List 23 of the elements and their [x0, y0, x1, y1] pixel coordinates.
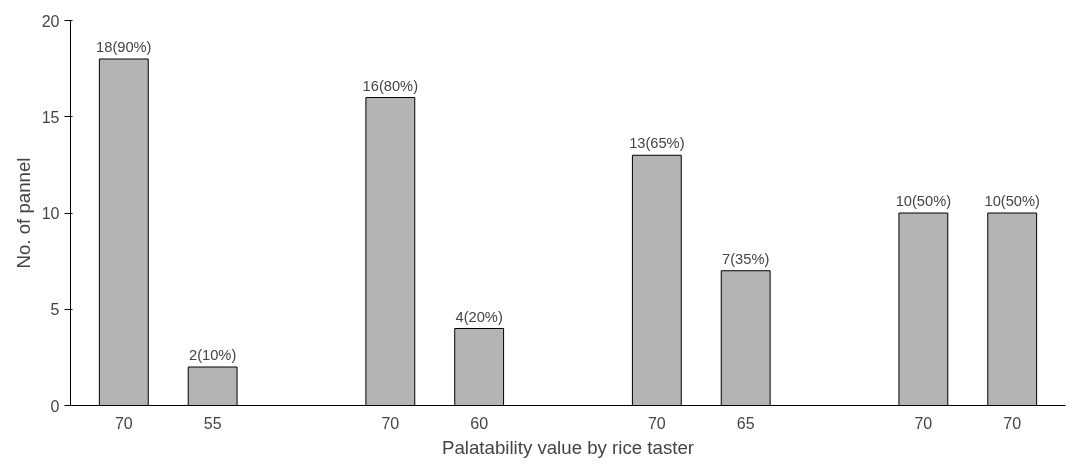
data-label: 10(50%) [984, 193, 1040, 209]
data-label: 13(65%) [629, 135, 685, 152]
x-tick-label: 70 [1003, 414, 1022, 432]
x-tick-label: 70 [114, 414, 133, 432]
x-tick-label: 70 [914, 414, 933, 432]
y-axis-title: No. of pannel [12, 157, 34, 269]
x-tick-label: 65 [736, 414, 755, 432]
data-label: 16(80%) [362, 77, 419, 94]
x-tick-label: 70 [381, 414, 400, 432]
data-label: 4(20%) [455, 308, 503, 325]
y-tick-label: 0 [50, 397, 60, 415]
data-label: 10(50%) [895, 193, 952, 209]
data-label: 2(10%) [189, 347, 237, 363]
y-tick-label: 20 [41, 12, 60, 30]
x-tick-label: 55 [203, 414, 222, 432]
y-tick-label: 10 [41, 205, 60, 222]
x-axis-title: Palatability value by rice taster [442, 436, 694, 458]
y-tick-label: 15 [41, 108, 60, 126]
x-tick-label: 70 [647, 414, 666, 432]
y-tick-label: 5 [50, 301, 60, 319]
data-label: 7(35%) [722, 250, 770, 267]
x-tick-label: 60 [470, 414, 489, 432]
data-label: 18(90%) [96, 39, 152, 55]
